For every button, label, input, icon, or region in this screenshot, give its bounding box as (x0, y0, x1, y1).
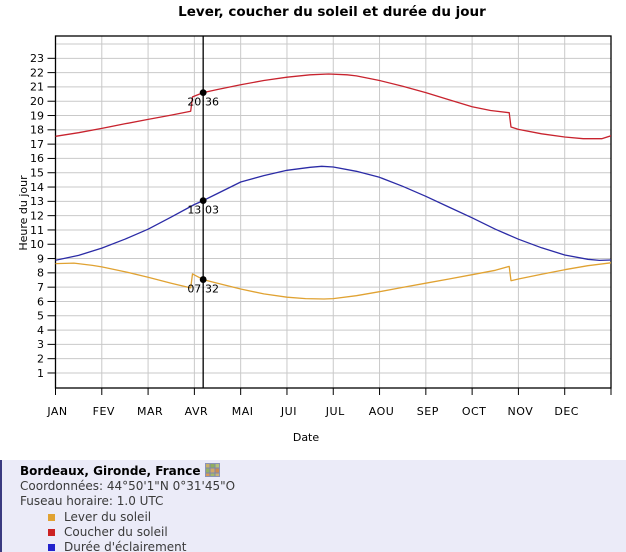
marker-dot (199, 197, 207, 205)
legend-item: Durée d'éclairement (20, 540, 626, 552)
y-tick-label: 10 (30, 238, 44, 251)
legend-swatch (48, 514, 55, 521)
sunrise-curve (55, 262, 611, 300)
x-tick-label: SEP (417, 405, 439, 418)
y-tick-label: 18 (30, 124, 44, 137)
y-tick-label: 9 (37, 252, 44, 265)
x-axis-title: Date (293, 431, 320, 444)
y-tick-label: 4 (37, 324, 44, 337)
x-tick-label: DEC (554, 405, 579, 418)
x-tick-label: AVR (185, 405, 209, 418)
marker-time-label: 13:03 (187, 204, 219, 217)
sun-chart: 1234567891011121314151617181920212223JAN… (17, 4, 612, 444)
x-tick-label: FEV (93, 405, 115, 418)
marker-time-label: 07:32 (187, 283, 219, 296)
legend-label: Lever du soleil (64, 510, 152, 524)
y-tick-label: 21 (30, 81, 44, 94)
location-line: Bordeaux, Gironde, France (20, 463, 626, 479)
marker-dot (199, 89, 207, 97)
legend-swatch (48, 529, 55, 536)
x-tick-label: JAN (46, 405, 67, 418)
info-panel: Bordeaux, Gironde, France Coordonnées: 4… (0, 460, 626, 552)
chart-legend: Lever du soleil Coucher du soleil Durée d'… (20, 510, 626, 552)
y-tick-label: 15 (30, 167, 44, 180)
y-tick-label: 13 (30, 195, 44, 208)
y-tick-label: 8 (37, 267, 44, 280)
y-tick-label: 16 (30, 152, 44, 165)
y-tick-label: 12 (30, 209, 44, 222)
sunset-curve (55, 73, 611, 140)
y-tick-label: 17 (30, 138, 44, 151)
y-tick-label: 23 (30, 52, 44, 65)
y-tick-label: 22 (30, 66, 44, 79)
x-tick-label: NOV (508, 405, 534, 418)
map-icon[interactable] (204, 463, 220, 481)
y-tick-label: 20 (30, 95, 44, 108)
y-tick-label: 7 (37, 281, 44, 294)
legend-label: Durée d'éclairement (64, 540, 187, 552)
y-tick-label: 2 (37, 352, 44, 365)
x-tick-label: JUL (325, 405, 345, 418)
y-tick-label: 1 (37, 367, 44, 380)
y-tick-label: 3 (37, 338, 44, 351)
daylength-curve (55, 165, 611, 262)
y-tick-label: 19 (30, 109, 44, 122)
y-tick-label: 5 (37, 310, 44, 323)
x-tick-label: OCT (462, 405, 487, 418)
y-tick-label: 11 (30, 224, 44, 237)
marker-dot (199, 276, 207, 283)
y-tick-label: 6 (37, 295, 44, 308)
legend-label: Coucher du soleil (64, 525, 168, 539)
x-tick-label: AOU (369, 405, 395, 418)
legend-item: Lever du soleil (20, 510, 626, 525)
legend-swatch (48, 544, 55, 551)
timezone-text: Fuseau horaire: 1.0 UTC (20, 494, 164, 508)
marker-time-label: 20:36 (187, 96, 219, 109)
coordinates-text: Coordonnées: 44°50'1"N 0°31'45"O (20, 479, 236, 493)
chart-title: Lever, coucher du soleil et durée du jou… (178, 4, 486, 20)
x-tick-label: MAR (137, 405, 163, 418)
legend-item: Coucher du soleil (20, 525, 626, 540)
y-tick-label: 14 (30, 181, 44, 194)
y-axis-title: Heure du jour (17, 175, 30, 251)
x-tick-label: MAI (232, 405, 254, 418)
x-tick-label: JUI (280, 405, 297, 418)
location-title: Bordeaux, Gironde, France (20, 464, 201, 478)
